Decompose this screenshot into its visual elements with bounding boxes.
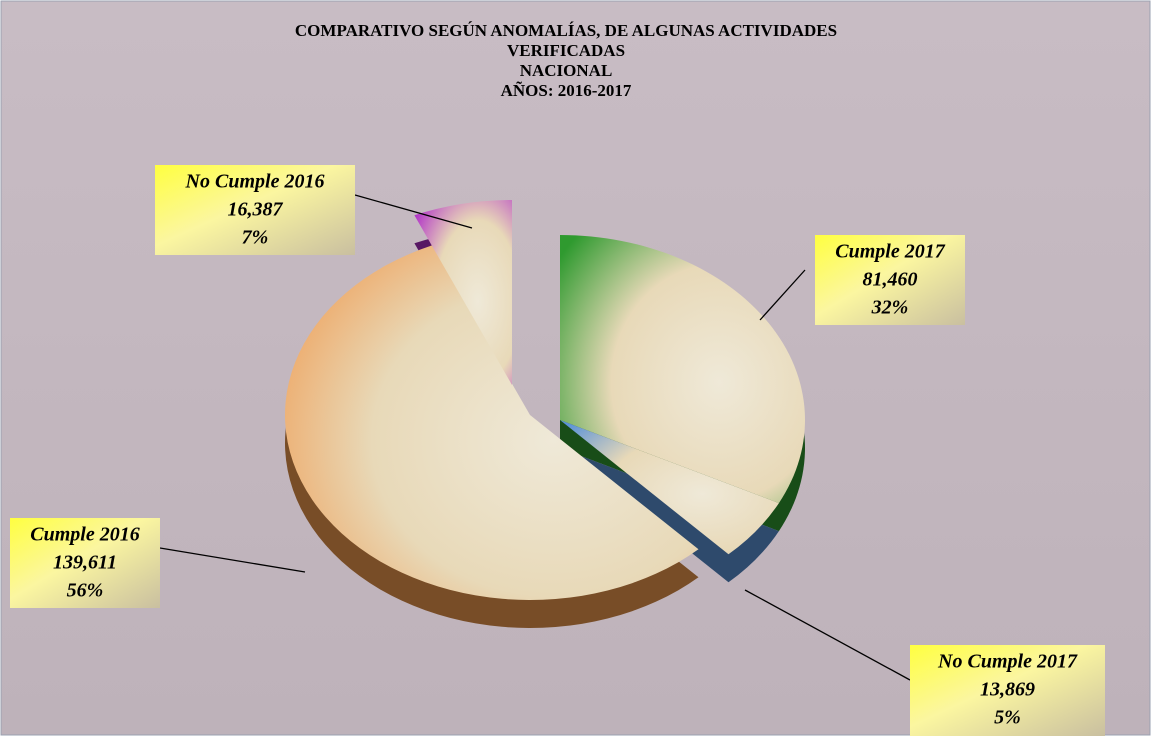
- label-value: 16,387: [228, 199, 284, 221]
- label-box: [815, 235, 965, 325]
- label-category: No Cumple 2017: [937, 651, 1078, 673]
- label-percent: 7%: [242, 227, 269, 249]
- label-percent: 56%: [67, 580, 104, 602]
- leader-line: [744, 589, 911, 681]
- slice: [414, 200, 512, 385]
- leader-line: [354, 194, 473, 229]
- label-box: [910, 645, 1105, 736]
- chart-title: COMPARATIVO SEGÚN ANOMALÍAS, DE ALGUNAS …: [295, 21, 837, 40]
- leader-line: [159, 547, 306, 573]
- title: COMPARATIVO SEGÚN ANOMALÍAS, DE ALGUNAS …: [295, 21, 837, 100]
- label-percent: 32%: [871, 297, 909, 319]
- labels: Cumple 2017 81,460 32% No Cumple 2017 13,869…: [10, 165, 1105, 736]
- label-value: 13,869: [980, 679, 1035, 701]
- label-value: 139,611: [53, 552, 117, 574]
- label-box: [10, 518, 160, 608]
- label-percent: 5%: [994, 707, 1021, 729]
- label-box: [155, 165, 355, 255]
- chart-title: AÑOS: 2016-2017: [501, 81, 632, 100]
- label-category: No Cumple 2016: [185, 171, 325, 193]
- label-category: Cumple 2016: [30, 524, 139, 546]
- label-category: Cumple 2017: [835, 241, 945, 263]
- slice: [560, 420, 779, 555]
- leader-line: [759, 269, 806, 321]
- slice: [560, 235, 805, 504]
- pie: [284, 200, 805, 629]
- chart-title: NACIONAL: [520, 61, 613, 80]
- chart-title: VERIFICADAS: [507, 41, 625, 60]
- label-value: 81,460: [863, 269, 918, 291]
- slice: [284, 245, 699, 601]
